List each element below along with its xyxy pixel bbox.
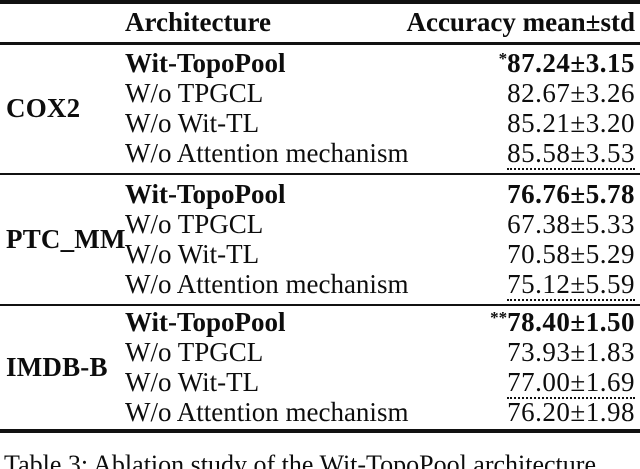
- table-row: W/o TPGCL 82.67±3.26: [125, 78, 640, 109]
- table-group-imdb-b: IMDB-B Wit-TopoPool **78.40±1.50 W/o TPG…: [0, 306, 640, 429]
- architecture-cell: Wit-TopoPool: [125, 48, 286, 78]
- table-row: Wit-TopoPool 76.76±5.78: [125, 179, 640, 210]
- architecture-cell: W/o Attention mechanism: [125, 397, 409, 427]
- accuracy-value: 75.12±5.59: [507, 269, 635, 301]
- architecture-cell: W/o TPGCL: [125, 337, 264, 367]
- column-header-accuracy: Accuracy mean±std: [406, 7, 635, 37]
- table-row: W/o Wit-TL 77.00±1.69: [125, 367, 640, 399]
- table-group-rows: Wit-TopoPool 76.76±5.78 W/o TPGCL 67.38±…: [125, 175, 640, 304]
- accuracy-number: 76.20±1.98: [507, 397, 635, 427]
- architecture-cell: W/o TPGCL: [125, 209, 264, 239]
- table-bottom-rule: [0, 429, 640, 433]
- dataset-label-cox2: COX2: [6, 93, 81, 123]
- accuracy-value: 77.00±1.69: [507, 367, 635, 399]
- table-group-rows: Wit-TopoPool **78.40±1.50 W/o TPGCL 73.9…: [125, 306, 640, 429]
- architecture-cell: W/o TPGCL: [125, 78, 264, 108]
- architecture-cell: Wit-TopoPool: [125, 179, 286, 209]
- table-row: W/o Attention mechanism 75.12±5.59: [125, 269, 640, 301]
- table-row: W/o Attention mechanism 76.20±1.98: [125, 397, 640, 428]
- accuracy-value: **78.40±1.50: [490, 307, 635, 338]
- table-row: W/o Wit-TL 70.58±5.29: [125, 239, 640, 270]
- accuracy-value: 70.58±5.29: [507, 239, 635, 270]
- accuracy-value: 82.67±3.26: [507, 78, 635, 109]
- accuracy-number: 82.67±3.26: [507, 78, 635, 108]
- accuracy-number: 75.12±5.59: [507, 269, 635, 301]
- table-top-rule: [0, 0, 640, 4]
- architecture-cell: W/o Attention mechanism: [125, 269, 409, 299]
- accuracy-number: 85.58±3.53: [507, 138, 635, 170]
- accuracy-number: 76.76±5.78: [507, 179, 635, 209]
- architecture-cell: W/o Wit-TL: [125, 239, 260, 269]
- table-header-row: Architecture Accuracy mean±std: [0, 3, 640, 42]
- accuracy-value: 76.76±5.78: [507, 179, 635, 210]
- architecture-cell: Wit-TopoPool: [125, 307, 286, 337]
- accuracy-value: 67.38±5.33: [507, 209, 635, 240]
- accuracy-number: 70.58±5.29: [507, 239, 635, 269]
- architecture-cell: W/o Wit-TL: [125, 108, 260, 138]
- table-group-ptc-mm: PTC_MM Wit-TopoPool 76.76±5.78 W/o TPGCL…: [0, 175, 640, 304]
- table-header-rule: [0, 42, 640, 45]
- accuracy-value: 76.20±1.98: [507, 397, 635, 428]
- table-caption: Table 3: Ablation study of the Wit-TopoP…: [4, 450, 596, 469]
- table-row: Wit-TopoPool *87.24±3.15: [125, 48, 640, 79]
- table-group-cox2: COX2 Wit-TopoPool *87.24±3.15 W/o TPGCL …: [0, 44, 640, 173]
- group-separator-rule: [0, 304, 640, 306]
- significance-star: **: [490, 308, 508, 327]
- accuracy-value: 85.21±3.20: [507, 108, 635, 139]
- column-header-architecture: Architecture: [125, 7, 271, 37]
- dataset-label-imdb-b: IMDB-B: [6, 352, 108, 382]
- table-row: W/o Wit-TL 85.21±3.20: [125, 108, 640, 139]
- architecture-cell: W/o Wit-TL: [125, 367, 260, 397]
- table-row: W/o Attention mechanism 85.58±3.53: [125, 138, 640, 170]
- accuracy-number: 73.93±1.83: [507, 337, 635, 367]
- table-row: W/o TPGCL 67.38±5.33: [125, 209, 640, 240]
- table-row: Wit-TopoPool **78.40±1.50: [125, 307, 640, 338]
- accuracy-number: 87.24±3.15: [507, 48, 635, 78]
- table-group-rows: Wit-TopoPool *87.24±3.15 W/o TPGCL 82.67…: [125, 44, 640, 173]
- accuracy-number: 85.21±3.20: [507, 108, 635, 138]
- architecture-cell: W/o Attention mechanism: [125, 138, 409, 168]
- accuracy-number: 78.40±1.50: [507, 307, 635, 337]
- accuracy-value: 73.93±1.83: [507, 337, 635, 368]
- dataset-label-ptc-mm: PTC_MM: [6, 224, 126, 254]
- table-row: W/o TPGCL 73.93±1.83: [125, 337, 640, 368]
- accuracy-number: 77.00±1.69: [507, 367, 635, 399]
- significance-star: *: [498, 49, 508, 68]
- group-separator-rule: [0, 173, 640, 175]
- accuracy-value: *87.24±3.15: [499, 48, 635, 79]
- accuracy-value: 85.58±3.53: [507, 138, 635, 170]
- accuracy-number: 67.38±5.33: [507, 209, 635, 239]
